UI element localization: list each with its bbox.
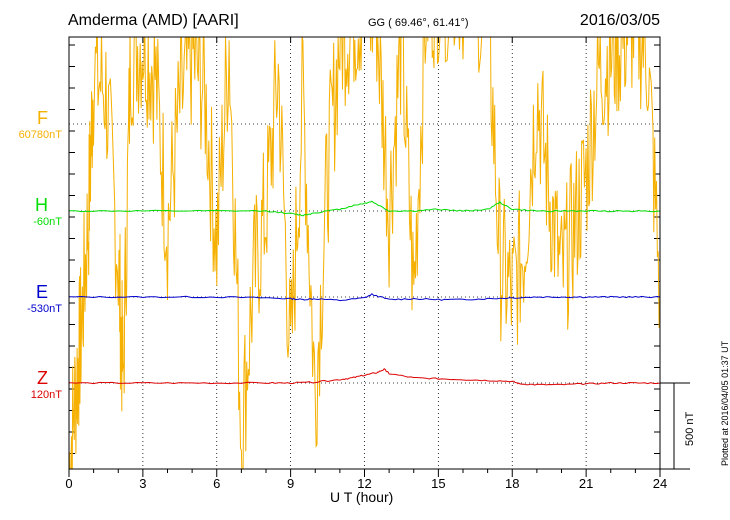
component-letter-e: E [35, 282, 48, 302]
component-baseline-h: -60nT [33, 216, 62, 228]
component-baseline-f: 60780nT [18, 129, 62, 141]
component-baseline-z: 120nT [30, 389, 62, 401]
x-tick-label: 6 [213, 476, 220, 491]
series-line-h [69, 200, 660, 217]
x-tick-label: 15 [431, 476, 445, 491]
component-letter-f: F [37, 108, 48, 128]
chart-date: 2016/03/05 [579, 12, 660, 29]
component-letter-z: Z [37, 368, 48, 388]
x-tick-label: 12 [357, 476, 371, 491]
component-letter-h: H [35, 195, 48, 215]
scale-bar-label: 500 nT [684, 411, 696, 446]
component-label-h: H -60nT [2, 195, 62, 228]
series-line-f [69, 37, 660, 469]
x-axis-label: U T (hour) [330, 489, 394, 505]
x-tick-label: 24 [653, 476, 667, 491]
component-label-z: Z 120nT [2, 368, 62, 401]
component-label-e: E -530nT [2, 282, 62, 315]
component-label-f: F 60780nT [2, 108, 62, 141]
series-line-z [69, 367, 660, 386]
plotted-timestamp: Plotted at 2016/04/05 01:37 UT [720, 340, 730, 466]
x-tick-label: 18 [505, 476, 519, 491]
x-tick-label: 9 [287, 476, 294, 491]
series-line-e [69, 293, 660, 302]
x-tick-label: 21 [579, 476, 593, 491]
component-baseline-e: -530nT [27, 303, 62, 315]
station-coordinates: GG ( 69.46°, 61.41°) [368, 17, 469, 29]
x-tick-label: 0 [65, 476, 72, 491]
x-tick-label: 3 [139, 476, 146, 491]
chart-title: Amderma (AMD) [AARI] [68, 12, 239, 29]
